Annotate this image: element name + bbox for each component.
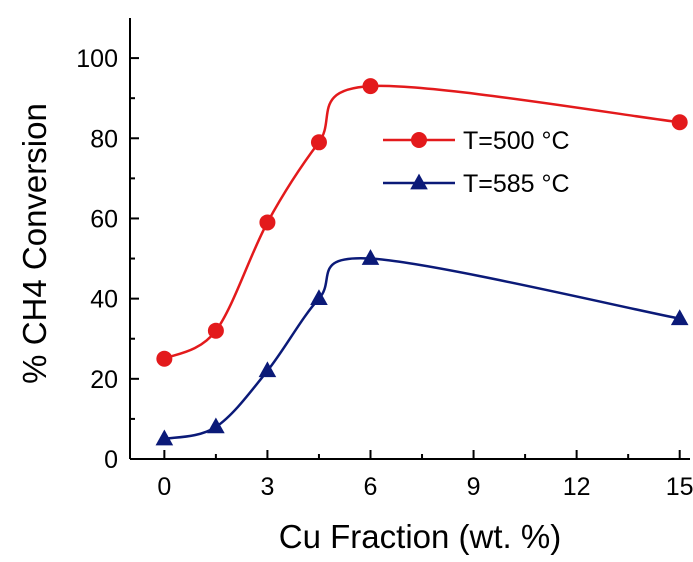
y-tick-label: 20 xyxy=(90,366,118,394)
data-point-circle xyxy=(156,350,173,367)
data-point-triangle xyxy=(207,417,225,434)
y-tick-label: 40 xyxy=(90,286,118,314)
y-tick-label: 60 xyxy=(90,205,118,233)
data-point-circle xyxy=(259,214,276,231)
series-line xyxy=(163,84,680,360)
legend-label: T=585 °C xyxy=(463,170,570,198)
series-1 xyxy=(156,78,688,367)
legend-item-2: T=585 °C xyxy=(383,170,570,198)
data-point-triangle xyxy=(155,429,174,446)
data-point-circle xyxy=(671,114,688,131)
data-point-triangle xyxy=(310,289,328,306)
axes xyxy=(129,18,690,460)
axis-titles: Cu Fraction (wt. %) % CH4 Conversion xyxy=(16,103,561,555)
x-axis-title: Cu Fraction (wt. %) xyxy=(279,518,561,555)
legend-marker xyxy=(410,173,428,190)
ticks: 0 3 6 9 12 15 0 20 40 60 80 100 xyxy=(76,45,693,501)
data-point-circle xyxy=(207,322,224,339)
y-tick-label: 0 xyxy=(104,446,118,474)
data-point-triangle xyxy=(670,309,689,326)
data-point-triangle xyxy=(361,249,380,265)
y-tick-label: 80 xyxy=(90,125,118,153)
x-tick-label: 0 xyxy=(157,473,171,501)
data-point-triangle xyxy=(258,361,277,378)
x-tick-label: 3 xyxy=(260,473,274,501)
x-tick-label: 15 xyxy=(666,473,693,501)
series-layer xyxy=(155,78,689,446)
data-point-circle xyxy=(310,134,327,151)
legend-label: T=500 °C xyxy=(463,127,570,155)
legend-item-1: T=500 °C xyxy=(383,127,570,155)
data-point-circle xyxy=(362,78,379,95)
x-tick-label: 6 xyxy=(364,473,378,501)
x-tick-label: 12 xyxy=(563,473,591,501)
series-2 xyxy=(155,249,689,446)
y-tick-label: 100 xyxy=(76,45,118,73)
series-line xyxy=(164,257,680,441)
y-axis-title: % CH4 Conversion xyxy=(16,103,53,384)
x-tick-label: 9 xyxy=(467,473,481,501)
legend-marker xyxy=(411,132,427,148)
legend: T=500 °C T=585 °C xyxy=(383,127,570,198)
